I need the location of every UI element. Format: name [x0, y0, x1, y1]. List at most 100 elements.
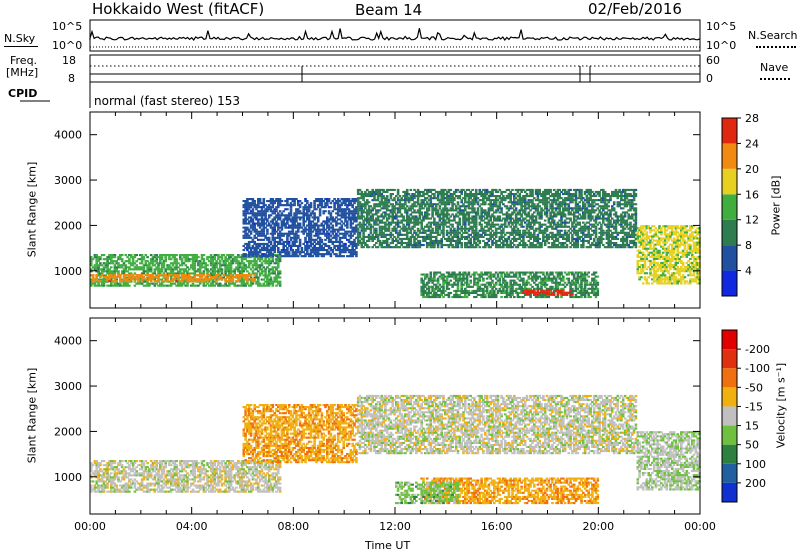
data-cell — [520, 205, 523, 208]
data-cell — [405, 221, 409, 224]
data-cell — [360, 209, 364, 212]
data-cell — [257, 280, 260, 283]
data-cell — [344, 204, 347, 207]
data-cell — [413, 229, 416, 232]
data-cell — [507, 213, 511, 216]
data-cell — [226, 258, 229, 261]
data-cell — [523, 197, 527, 200]
data-cell — [208, 256, 211, 259]
data-cell — [113, 274, 117, 277]
data-cell — [434, 227, 438, 230]
data-cell — [289, 247, 293, 250]
data-cell — [364, 217, 367, 220]
data-cell — [355, 242, 358, 245]
data-cell — [592, 193, 596, 196]
data-cell — [229, 260, 233, 263]
data-cell — [249, 284, 253, 287]
data-cell — [366, 239, 369, 242]
data-cell — [267, 280, 271, 283]
data-cell — [113, 268, 117, 271]
data-cell — [344, 210, 347, 213]
data-cell — [431, 221, 434, 224]
data-cell — [211, 272, 215, 275]
data-cell — [340, 208, 344, 211]
nave-tick-bottom: 0 — [706, 72, 713, 85]
data-cell — [177, 280, 180, 283]
data-cell — [489, 193, 492, 196]
data-cell — [144, 262, 148, 265]
data-cell — [346, 255, 349, 258]
data-cell — [249, 220, 253, 223]
data-cell — [191, 276, 195, 279]
data-cell — [198, 280, 202, 283]
data-cell — [324, 244, 327, 247]
data-cell — [271, 212, 275, 215]
data-cell — [552, 233, 556, 236]
data-cell — [498, 227, 502, 230]
data-cell — [271, 210, 275, 213]
data-cell — [249, 202, 253, 205]
data-cell — [277, 214, 280, 217]
data-cell — [277, 270, 280, 273]
data-cell — [473, 242, 476, 245]
data-cell — [231, 276, 235, 279]
data-cell — [327, 247, 331, 250]
data-cell — [208, 278, 211, 281]
data-cell — [522, 242, 525, 245]
data-cell — [306, 244, 309, 247]
data-cell — [447, 237, 451, 240]
data-cell — [571, 223, 574, 226]
data-cell — [464, 223, 467, 226]
data-cell — [478, 239, 482, 242]
data-cell — [380, 199, 384, 202]
data-cell — [387, 217, 391, 220]
data-cell — [148, 276, 151, 279]
data-cell — [434, 213, 438, 216]
data-cell — [358, 235, 362, 238]
data-cell — [433, 242, 436, 245]
data-cell — [211, 274, 215, 277]
data-cell — [433, 235, 436, 238]
data-cell — [480, 193, 483, 196]
data-cell — [438, 199, 442, 202]
data-cell — [382, 188, 385, 191]
data-cell — [543, 205, 547, 208]
data-cell — [405, 197, 409, 200]
data-cell — [335, 222, 338, 225]
data-cell — [251, 255, 255, 258]
data-cell — [260, 249, 264, 252]
data-cell — [244, 278, 247, 281]
data-cell — [464, 242, 467, 245]
data-cell — [451, 229, 454, 232]
data-cell — [496, 205, 500, 208]
data-cell — [380, 221, 384, 224]
data-cell — [583, 203, 587, 206]
data-cell — [242, 264, 246, 267]
data-cell — [271, 206, 275, 209]
data-cell — [186, 254, 189, 257]
data-cell — [554, 193, 558, 196]
data-cell — [242, 258, 246, 261]
data-cell — [273, 216, 276, 219]
data-cell — [592, 205, 596, 208]
data-cell — [249, 274, 253, 277]
data-cell — [186, 284, 189, 287]
data-cell — [462, 213, 465, 216]
data-cell — [206, 270, 209, 273]
data-cell — [547, 221, 551, 224]
data-cell — [133, 254, 137, 257]
data-cell — [516, 213, 520, 216]
data-cell — [444, 205, 447, 208]
data-cell — [464, 195, 467, 198]
data-cell — [318, 232, 322, 235]
data-cell — [560, 235, 563, 238]
data-cell — [563, 223, 567, 226]
data-cell — [266, 206, 269, 209]
data-cell — [464, 237, 467, 240]
data-cell — [151, 278, 155, 281]
data-cell — [218, 256, 222, 259]
data-cell — [353, 216, 356, 219]
data-cell — [384, 239, 387, 242]
data-cell — [344, 234, 347, 237]
data-cell — [589, 227, 592, 230]
